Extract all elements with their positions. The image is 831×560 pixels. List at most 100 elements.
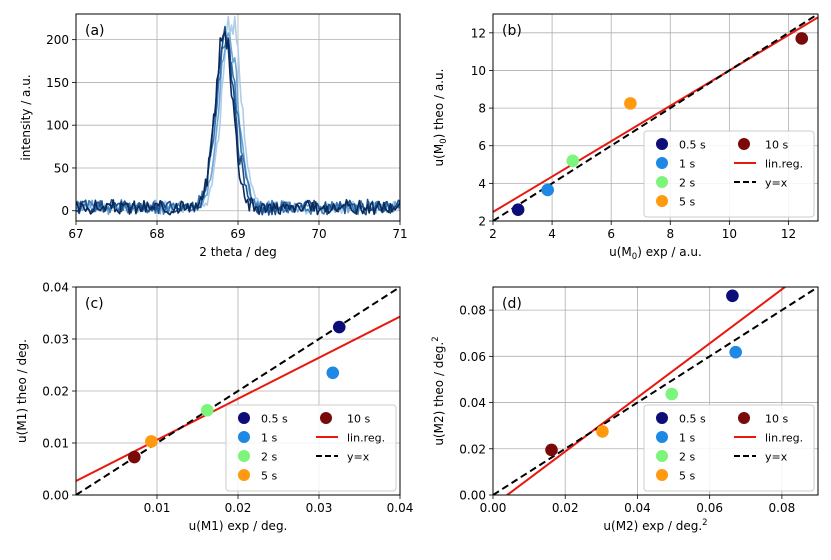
axes-frame xyxy=(492,13,819,222)
legend-marker xyxy=(238,412,250,424)
x-tick-label: 0.02 xyxy=(552,501,579,515)
axes-frame xyxy=(492,286,819,496)
legend-marker xyxy=(738,138,750,150)
x-axis-label: u(M0) exp / a.u. xyxy=(609,245,702,262)
legend-label: 5 s xyxy=(679,470,695,483)
y-tick-label: 2 xyxy=(478,215,486,229)
y-tick-label: 0.03 xyxy=(42,333,69,347)
legend-label: 2 s xyxy=(679,451,695,464)
legend-marker xyxy=(656,431,668,443)
legend-marker xyxy=(320,412,332,424)
legend-label: 0.5 s xyxy=(679,413,706,426)
data-point xyxy=(128,450,141,464)
x-tick-label: 10 xyxy=(722,227,737,241)
legend-marker xyxy=(656,138,668,150)
y-tick-label: 0.00 xyxy=(459,489,486,503)
legend-label: 1 s xyxy=(679,432,695,445)
data-point xyxy=(545,443,558,457)
legend-label: 2 s xyxy=(679,177,695,190)
y-tick-label: 12 xyxy=(471,26,486,40)
y-tick-label: 0.02 xyxy=(42,385,69,399)
regression-line xyxy=(505,287,787,495)
legend-label: lin.reg. xyxy=(765,158,803,171)
legend-marker xyxy=(238,450,250,462)
y-tick-label: 150 xyxy=(46,76,69,90)
x-axis-label: u(M1) exp / deg. xyxy=(189,519,288,533)
x-axis-label-sup: 2 xyxy=(702,518,707,528)
y-axis-label-sup: 2 xyxy=(431,336,441,341)
legend-label: y=x xyxy=(765,177,788,190)
legend-marker xyxy=(656,469,668,481)
legend-marker xyxy=(656,195,668,207)
x-tick-label: 6 xyxy=(607,227,615,241)
x-axis-label-rest: ) exp / a.u. xyxy=(637,245,702,259)
legend-label: lin.reg. xyxy=(765,432,803,445)
legend-marker xyxy=(656,157,668,169)
x-axis-label: 2 theta / deg xyxy=(199,245,277,259)
legend-label: 1 s xyxy=(679,158,695,171)
y-axis-label: u(M2) theo / deg.2 xyxy=(431,336,446,445)
identity-line xyxy=(493,14,818,221)
legend-label: 10 s xyxy=(765,139,788,152)
panel-label: (c) xyxy=(85,296,104,312)
data-point xyxy=(665,387,679,401)
y-tick-label: 8 xyxy=(478,102,486,116)
y-axis-label-sub: 0 xyxy=(439,138,449,143)
y-tick-label: 200 xyxy=(46,33,69,47)
y-tick-label: 50 xyxy=(54,161,69,175)
data-point xyxy=(326,366,340,380)
panel-label: (d) xyxy=(502,296,522,312)
plot-area xyxy=(493,287,818,495)
x-tick-label: 0.06 xyxy=(696,501,723,515)
panel-label: (a) xyxy=(85,23,105,39)
legend-label: lin.reg. xyxy=(347,432,385,445)
data-point xyxy=(332,320,346,334)
panel-label: (b) xyxy=(502,23,522,39)
legend-marker xyxy=(238,431,250,443)
y-tick-label: 0.04 xyxy=(42,281,69,295)
legend-label: y=x xyxy=(765,451,788,464)
data-point xyxy=(726,289,739,303)
legend-marker xyxy=(238,469,250,481)
legend-label: 10 s xyxy=(347,413,370,426)
legend-box xyxy=(643,404,815,492)
data-point xyxy=(145,435,158,448)
y-tick-label: 0.08 xyxy=(459,304,486,318)
x-tick-label: 4 xyxy=(548,227,556,241)
xrd-series-line xyxy=(76,31,400,216)
data-point xyxy=(596,425,609,438)
x-tick-label: 0.04 xyxy=(387,501,414,515)
x-tick-label: 12 xyxy=(781,227,796,241)
legend-label: y=x xyxy=(347,451,370,464)
y-tick-label: 6 xyxy=(478,139,486,153)
panel-a: 67 68 69 70 71 0 50 100 150 200 (a) 2 theta / deg in… xyxy=(19,13,408,259)
legend-marker xyxy=(738,412,750,424)
identity-line xyxy=(493,287,818,495)
data-point xyxy=(795,32,809,45)
y-axis-label: intensity / a.u. xyxy=(19,74,33,160)
legend-label: 5 s xyxy=(261,470,277,483)
y-axis-label-rest: ) theo / a.u. xyxy=(432,69,446,139)
legend-label: 1 s xyxy=(261,432,277,445)
y-tick-label: 0 xyxy=(61,204,69,218)
y-tick-label: 0.00 xyxy=(42,489,69,503)
x-axis-label: u(M2) exp / deg.2 xyxy=(603,518,707,533)
identity-line xyxy=(76,287,400,495)
y-axis-label: u(M1) theo / deg. xyxy=(15,339,29,443)
x-tick-label: 67 xyxy=(68,227,83,241)
x-tick-label: 70 xyxy=(311,227,326,241)
data-point xyxy=(200,403,214,417)
x-tick-label: 0.04 xyxy=(624,501,651,515)
x-tick-label: 2 xyxy=(489,227,497,241)
legend-marker xyxy=(656,412,668,424)
legend-box xyxy=(225,404,397,492)
y-tick-label: 0.06 xyxy=(459,350,486,364)
legend-label: 5 s xyxy=(679,196,695,209)
x-tick-label: 69 xyxy=(230,227,245,241)
legend-label: 0.5 s xyxy=(679,139,706,152)
y-tick-label: 10 xyxy=(471,64,486,78)
plot-area xyxy=(76,287,400,495)
data-point xyxy=(511,203,525,217)
panel-d: 0.00 0.02 0.04 0.06 0.08 0.00 0.02 0.04 0.06 0.08… xyxy=(431,286,819,533)
